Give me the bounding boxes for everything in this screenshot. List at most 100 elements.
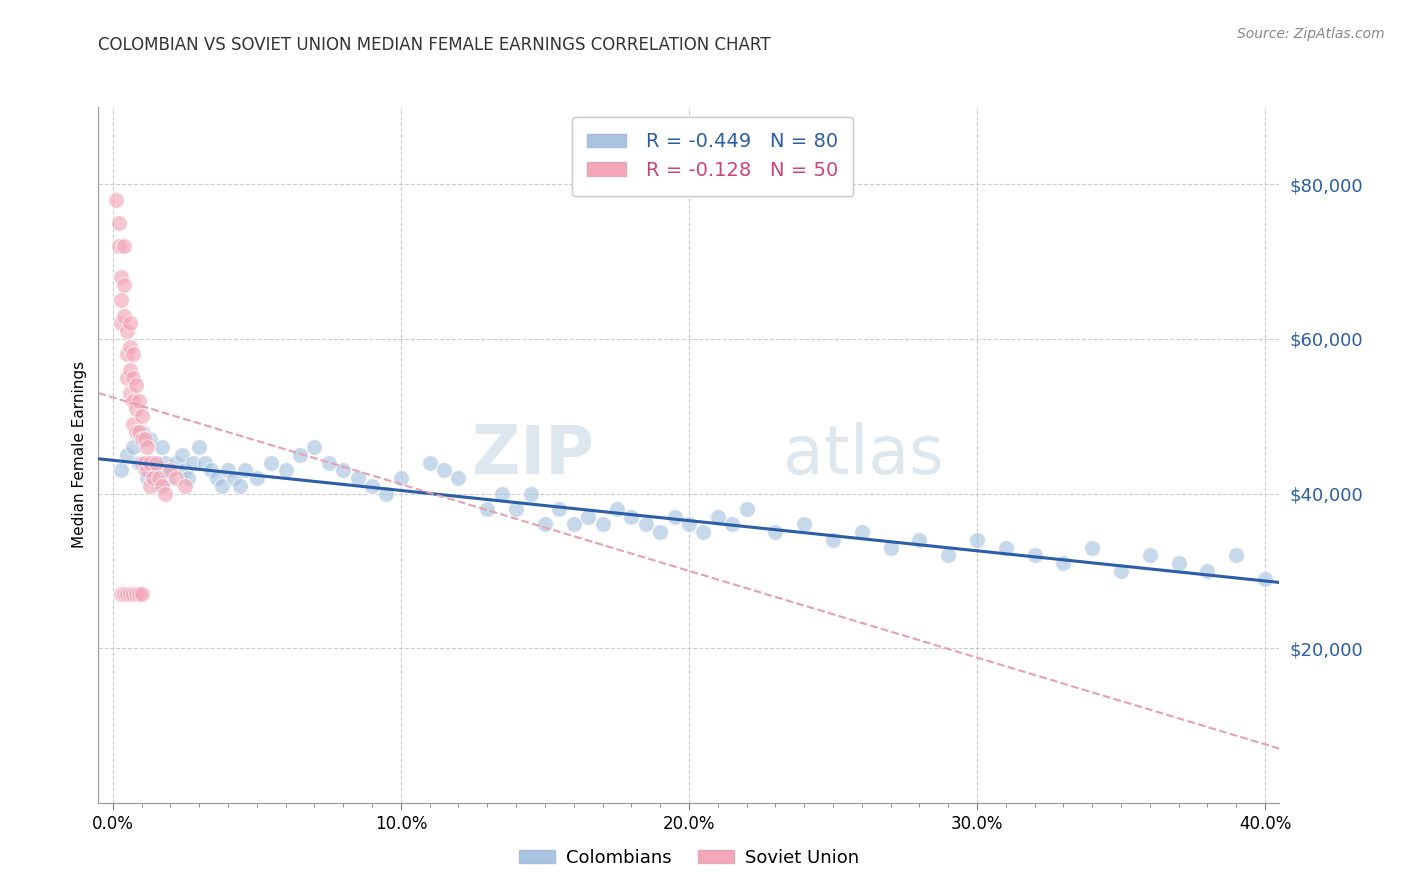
Text: Source: ZipAtlas.com: Source: ZipAtlas.com [1237,27,1385,41]
Text: COLOMBIAN VS SOVIET UNION MEDIAN FEMALE EARNINGS CORRELATION CHART: COLOMBIAN VS SOVIET UNION MEDIAN FEMALE … [98,36,770,54]
Point [183,456,205,470]
Point [110,587,132,601]
Point [375,486,398,500]
Legend: Colombians, Soviet Union: Colombians, Soviet Union [512,842,866,874]
Point [153,456,176,470]
Point [112,277,135,292]
Point [205,471,228,485]
Point [128,456,150,470]
Point [419,456,441,470]
Point [664,509,686,524]
Point [1254,572,1277,586]
Point [194,456,217,470]
Point [170,448,193,462]
Point [1081,541,1104,555]
Point [104,193,127,207]
Point [793,517,815,532]
Point [131,587,153,601]
Point [233,463,256,477]
Point [217,463,239,477]
Point [115,324,138,338]
Point [112,587,135,601]
Point [692,525,714,540]
Point [142,471,165,485]
Point [634,517,657,532]
Point [148,479,170,493]
Point [260,456,283,470]
Point [389,471,412,485]
Point [125,587,148,601]
Point [1225,549,1247,563]
Point [1024,549,1046,563]
Point [115,370,138,384]
Point [505,502,527,516]
Point [115,587,138,601]
Point [139,479,162,493]
Point [165,456,187,470]
Point [908,533,931,547]
Point [115,448,138,462]
Point [139,433,162,447]
Point [211,479,233,493]
Point [851,525,873,540]
Point [110,293,132,308]
Point [136,440,159,454]
Point [153,486,176,500]
Point [491,486,513,500]
Point [128,393,150,408]
Text: ZIP: ZIP [472,422,595,488]
Point [620,509,643,524]
Point [110,463,132,477]
Point [122,440,145,454]
Point [159,463,181,477]
Point [1109,564,1132,578]
Point [148,471,170,485]
Point [936,549,959,563]
Point [128,587,150,601]
Point [120,587,142,601]
Point [125,425,148,439]
Point [361,479,384,493]
Point [966,533,988,547]
Point [173,463,195,477]
Point [177,471,200,485]
Point [228,479,250,493]
Point [1139,549,1161,563]
Point [165,471,187,485]
Point [332,463,354,477]
Point [131,425,153,439]
Point [246,471,269,485]
Point [1052,556,1074,570]
Point [136,463,159,477]
Point [122,393,145,408]
Point [125,378,148,392]
Point [125,401,148,416]
Point [134,433,156,447]
Point [763,525,786,540]
Point [534,517,557,532]
Point [128,425,150,439]
Point [477,502,499,516]
Point [288,448,311,462]
Point [131,409,153,424]
Point [134,456,156,470]
Point [447,471,470,485]
Point [122,347,145,361]
Point [821,533,844,547]
Point [318,456,340,470]
Point [122,417,145,431]
Point [110,317,132,331]
Point [107,239,129,253]
Point [433,463,456,477]
Point [173,479,195,493]
Point [131,433,153,447]
Y-axis label: Median Female Earnings: Median Female Earnings [72,361,87,549]
Point [519,486,541,500]
Point [150,440,173,454]
Point [562,517,585,532]
Point [200,463,222,477]
Point [120,340,142,354]
Point [222,471,245,485]
Point [142,456,165,470]
Point [576,509,599,524]
